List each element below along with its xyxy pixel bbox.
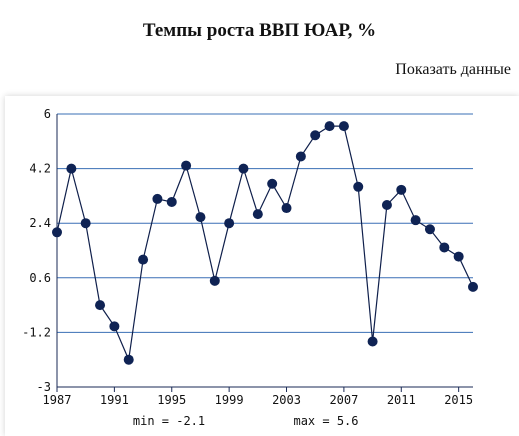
data-point [453,251,464,262]
data-point [123,354,134,365]
data-point [353,181,364,192]
data-point [252,209,263,220]
data-point [152,193,163,204]
data-point [80,218,91,229]
x-tick-label: 2007 [329,393,358,407]
data-point [267,178,278,189]
data-point [439,242,450,253]
show-data-link[interactable]: Показать данные [395,61,511,78]
x-tick-label: 2011 [387,393,416,407]
max-annotation: max = 5.6 [293,414,358,428]
x-tick-label: 1999 [215,393,244,407]
y-tick-label: 4.2 [29,162,51,176]
data-point [181,160,192,171]
data-point [310,130,321,141]
data-point [209,275,220,286]
data-point [295,151,306,162]
data-point [324,121,335,132]
data-point [381,200,392,210]
x-tick-label: 1987 [43,393,72,407]
series-line-layer [56,125,474,362]
min-annotation: min = -2.1 [133,414,205,428]
data-point [338,121,349,132]
series-points-layer [52,121,478,365]
data-point [281,203,292,214]
data-point [224,218,235,229]
grid-layer [57,113,473,388]
x-tick-label: 2015 [444,393,473,407]
data-point [52,227,62,238]
data-point [238,163,249,174]
x-tick-label: 1991 [100,393,129,407]
series-line [56,125,474,362]
y-tick-label: 2.4 [29,216,51,230]
y-tick-label: -3 [37,380,51,394]
data-point [468,281,478,292]
data-point [367,336,378,347]
chart-panel: 6 4.2 2.4 0.6 -1.2 -3 1987 1991 1995 1999 2003 2007… [5,96,519,436]
data-point [109,321,120,332]
x-tick-label: 2003 [272,393,301,407]
data-point [138,254,149,265]
data-point [66,163,77,174]
page-title: Темпы роста ВВП ЮАР, % [142,20,377,41]
x-tick-label: 1995 [157,393,186,407]
y-tick-label: -1.2 [22,325,51,339]
y-tick-label: 0.6 [29,271,51,285]
data-point [95,300,106,311]
data-point [166,196,177,207]
axis-layer [56,114,473,392]
data-point [396,184,407,195]
data-point [195,212,206,223]
data-point [410,215,421,226]
data-point [424,224,435,235]
y-tick-label: 6 [44,107,51,121]
